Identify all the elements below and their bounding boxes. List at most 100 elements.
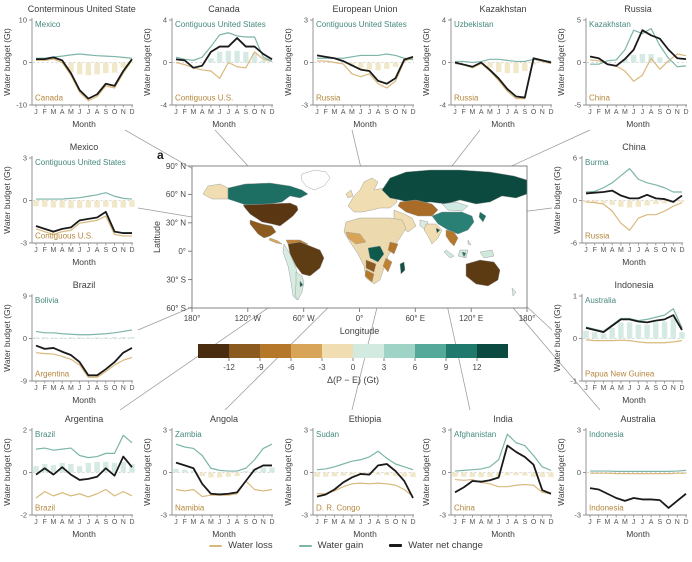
svg-text:D: D (129, 109, 134, 116)
world-map-panel: a (150, 146, 542, 342)
chart-mexico: Mexico Water budget (Gt) Month 3 0 -3 J F M A M J J A… (2, 140, 136, 274)
svg-text:N: N (675, 109, 680, 116)
svg-text:J: J (315, 109, 319, 116)
svg-text:-2: -2 (20, 511, 27, 520)
svg-text:4: 4 (442, 16, 446, 25)
svg-text:Kazakhstan: Kazakhstan (479, 4, 526, 14)
map-region-namibia (364, 269, 375, 283)
svg-text:0: 0 (573, 334, 577, 343)
svg-text:60° W: 60° W (293, 314, 315, 323)
svg-text:J: J (632, 519, 636, 526)
svg-text:A: A (60, 385, 65, 392)
chart-kazakhstan: Kazakhstan Water budget (Gt) Month 4 0 -4 J F M A… (421, 2, 555, 136)
svg-text:5: 5 (577, 16, 581, 25)
svg-text:Contiguous U.S.: Contiguous U.S. (35, 232, 93, 241)
svg-text:0: 0 (577, 468, 581, 477)
svg-text:S: S (243, 519, 248, 526)
svg-text:N: N (540, 519, 545, 526)
svg-text:M: M (470, 519, 476, 526)
svg-text:M: M (332, 519, 338, 526)
svg-text:M: M (68, 247, 74, 254)
svg-text:M: M (601, 247, 607, 254)
svg-text:A: A (235, 109, 240, 116)
svg-text:Australia: Australia (620, 414, 655, 424)
svg-text:S: S (103, 519, 108, 526)
svg-text:M: M (618, 385, 624, 392)
svg-text:Burma: Burma (585, 158, 609, 167)
svg-text:Month: Month (491, 529, 515, 539)
svg-text:O: O (531, 519, 537, 526)
svg-text:D: D (269, 109, 274, 116)
svg-text:J: J (453, 109, 457, 116)
svg-text:Contiguous United States: Contiguous United States (175, 20, 266, 29)
svg-text:F: F (183, 109, 187, 116)
svg-text:J: J (174, 519, 178, 526)
svg-text:-3: -3 (301, 511, 308, 520)
svg-text:O: O (666, 109, 672, 116)
svg-text:J: J (78, 385, 82, 392)
svg-text:M: M (622, 109, 628, 116)
svg-text:O: O (662, 247, 668, 254)
svg-text:D. R. Congo: D. R. Congo (316, 504, 361, 513)
svg-text:J: J (34, 247, 38, 254)
map-region-west-africa (345, 231, 367, 245)
svg-text:J: J (78, 519, 82, 526)
svg-text:J: J (588, 519, 592, 526)
map-region-dr-congo (367, 245, 385, 263)
panel-label: a (157, 148, 164, 162)
svg-text:60° E: 60° E (405, 314, 425, 323)
svg-text:0: 0 (577, 58, 581, 67)
svg-text:180°: 180° (184, 314, 201, 323)
svg-text:D: D (548, 109, 553, 116)
svg-text:-3: -3 (574, 511, 581, 520)
svg-text:Russia: Russia (624, 4, 652, 14)
svg-text:N: N (675, 519, 680, 526)
svg-text:A: A (649, 519, 654, 526)
svg-text:Ethiopia: Ethiopia (349, 414, 382, 424)
svg-text:F: F (597, 109, 601, 116)
svg-text:O: O (662, 385, 668, 392)
svg-text:Papua New Guinea: Papua New Guinea (585, 370, 655, 379)
svg-text:M: M (68, 109, 74, 116)
legend: Water loss Water gain Water net change (0, 540, 692, 551)
chart-australia: Australia Water budget (Gt) Month 3 0 -3 J F M A M… (556, 412, 690, 546)
svg-text:F: F (43, 519, 47, 526)
svg-text:0: 0 (23, 58, 27, 67)
svg-text:-3: -3 (301, 101, 308, 110)
svg-text:M: M (470, 109, 476, 116)
svg-text:J: J (34, 519, 38, 526)
svg-text:3: 3 (442, 426, 446, 435)
svg-text:S: S (103, 247, 108, 254)
svg-text:D: D (410, 519, 415, 526)
svg-text:D: D (548, 519, 553, 526)
chart-indonesia: Indonesia Water budget (Gt) Month 1 0 -1 J F M A M… (552, 278, 686, 412)
svg-text:0: 0 (23, 468, 27, 477)
svg-text:N: N (121, 247, 126, 254)
svg-text:F: F (324, 519, 328, 526)
svg-text:N: N (402, 109, 407, 116)
map-region-sumatra (443, 249, 455, 259)
svg-text:180°: 180° (519, 314, 536, 323)
svg-text:-3: -3 (318, 363, 326, 372)
svg-text:F: F (183, 519, 187, 526)
svg-text:Angola: Angola (210, 414, 238, 424)
svg-text:J: J (87, 519, 91, 526)
svg-text:Australia: Australia (585, 296, 617, 305)
svg-text:30° N: 30° N (166, 219, 186, 228)
svg-text:0: 0 (442, 58, 446, 67)
svg-text:10: 10 (19, 16, 27, 25)
svg-text:Month: Month (491, 119, 515, 129)
svg-text:Month: Month (212, 119, 236, 129)
map-region-argentina-spot (299, 280, 304, 288)
svg-text:Argentina: Argentina (35, 370, 70, 379)
svg-text:Indonesia: Indonesia (614, 280, 653, 290)
svg-text:O: O (252, 519, 258, 526)
map-region-new-guinea (479, 249, 495, 259)
map-region-china (431, 211, 475, 235)
svg-text:-3: -3 (439, 511, 446, 520)
map-region-mexico (249, 219, 277, 239)
svg-text:0: 0 (304, 58, 308, 67)
svg-text:J: J (628, 247, 632, 254)
svg-text:China: China (454, 504, 475, 513)
